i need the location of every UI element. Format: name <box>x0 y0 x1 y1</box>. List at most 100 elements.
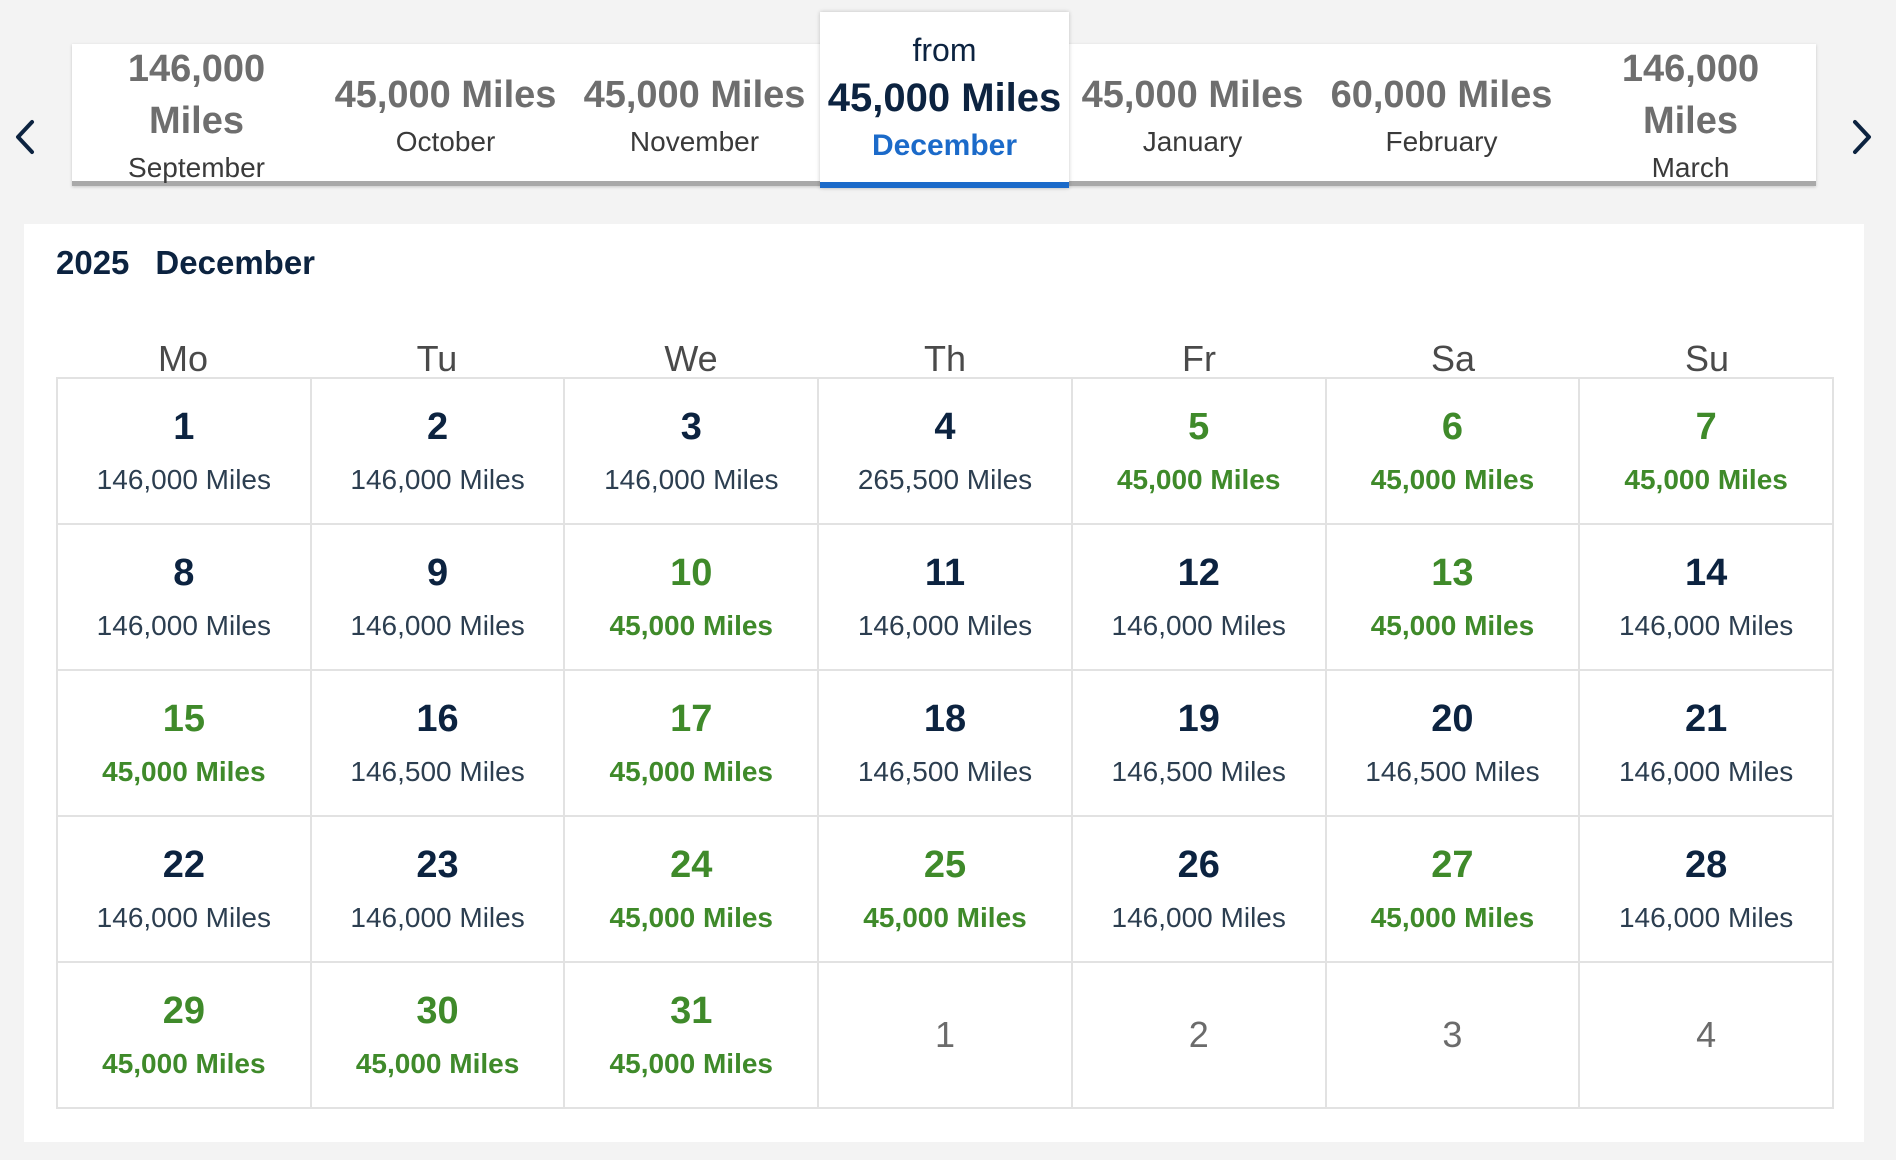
weekday-label: Mo <box>157 338 208 379</box>
calendar-day-cell[interactable]: 1 146,000 Miles <box>58 379 312 525</box>
day-number: 14 <box>1684 552 1728 594</box>
day-miles-price: 146,000 Miles <box>350 464 525 495</box>
day-number: 21 <box>1684 698 1728 740</box>
day-number: 9 <box>426 552 449 594</box>
day-number: 13 <box>1431 552 1474 594</box>
day-number: 10 <box>670 552 713 594</box>
calendar-next-month-day-cell: 2 <box>1072 963 1327 1109</box>
calendar-day-cell[interactable]: 16 146,500 Miles <box>311 671 566 817</box>
month-price: 45,000 Miles <box>1081 74 1304 116</box>
day-miles-price: 45,000 Miles <box>1116 464 1281 495</box>
month-tab-march[interactable]: 146,000 Miles March <box>1566 44 1815 186</box>
calendar-day-cell[interactable]: 20 146,500 Miles <box>1326 671 1581 817</box>
calendar-day-cell[interactable]: 19 146,500 Miles <box>1072 671 1327 817</box>
calendar-day-cell[interactable]: 7 45,000 Miles <box>1580 379 1834 525</box>
calendar-day-cell[interactable]: 27 45,000 Miles <box>1326 817 1581 963</box>
calendar-day-cell[interactable]: 30 45,000 Miles <box>311 963 566 1109</box>
day-miles-price: 146,500 Miles <box>1111 756 1286 787</box>
calendar-day-cell[interactable]: 10 45,000 Miles <box>565 525 820 671</box>
day-miles-price: 45,000 Miles <box>102 1048 266 1079</box>
calendar-day-cell[interactable]: 25 45,000 Miles <box>819 817 1073 963</box>
calendar-day-cell[interactable]: 8 146,000 Miles <box>58 525 312 671</box>
month-tab-february[interactable]: 60,000 Miles February <box>1317 44 1566 186</box>
day-miles-price: 146,000 Miles <box>96 464 272 495</box>
calendar-day-cell[interactable]: 11 146,000 Miles <box>819 525 1073 671</box>
calendar-day-cell[interactable]: 9 146,000 Miles <box>311 525 566 671</box>
day-miles-price: 146,000 Miles <box>1618 610 1794 641</box>
day-number: 8 <box>173 552 195 594</box>
day-miles-price: 146,000 Miles <box>96 610 272 641</box>
calendar-day-cell[interactable]: 17 45,000 Miles <box>565 671 820 817</box>
month-price: 146,000 Miles <box>1621 48 1760 142</box>
day-miles-price: 146,500 Miles <box>857 756 1033 787</box>
calendar-day-cell[interactable]: 2 146,000 Miles <box>311 379 566 525</box>
chevron-left-icon <box>16 120 34 154</box>
day-miles-price: 146,000 Miles <box>1111 902 1286 933</box>
calendar-header: 2025 December <box>56 244 315 282</box>
day-miles-price: 146,000 Miles <box>1618 756 1794 787</box>
month-name: January <box>1142 126 1243 157</box>
calendar-day-cell[interactable]: 29 45,000 Miles <box>58 963 312 1109</box>
day-miles-price: 45,000 Miles <box>1624 464 1788 495</box>
calendar-next-month-day-cell: 4 <box>1580 963 1834 1109</box>
weekday-label: Th <box>923 338 966 379</box>
calendar-day-cell[interactable]: 15 45,000 Miles <box>58 671 312 817</box>
day-miles-price: 146,000 Miles <box>350 610 525 641</box>
day-number: 6 <box>1441 406 1463 448</box>
day-miles-price: 45,000 Miles <box>102 756 266 787</box>
day-miles-price: 45,000 Miles <box>1370 610 1535 641</box>
calendar-day-cell[interactable]: 3 146,000 Miles <box>565 379 820 525</box>
calendar-day-cell[interactable]: 26 146,000 Miles <box>1072 817 1327 963</box>
day-number: 26 <box>1177 844 1220 886</box>
day-number: 22 <box>162 844 205 886</box>
day-number: 7 <box>1695 406 1717 448</box>
month-name: October <box>395 126 496 157</box>
day-number: 29 <box>162 990 205 1032</box>
calendar-next-month-day-cell: 3 <box>1326 963 1581 1109</box>
day-miles-price: 45,000 Miles <box>609 1048 773 1079</box>
weekday-header-row: Mo Tu We Th Fr Sa Su <box>56 324 1834 394</box>
calendar-day-cell[interactable]: 6 45,000 Miles <box>1326 379 1581 525</box>
calendar-day-cell[interactable]: 21 146,000 Miles <box>1580 671 1834 817</box>
calendar-next-month-day-cell: 1 <box>819 963 1073 1109</box>
month-price: 45,000 Miles <box>583 74 806 116</box>
calendar-day-cell[interactable]: 24 45,000 Miles <box>565 817 820 963</box>
calendar-day-cell[interactable]: 22 146,000 Miles <box>58 817 312 963</box>
day-number: 23 <box>416 844 459 886</box>
day-number: 20 <box>1431 698 1474 740</box>
previous-months-button[interactable] <box>5 112 45 162</box>
month-name: March <box>1651 152 1730 183</box>
calendar-grid: 1 146,000 Miles 2 146,000 Miles 3 146,000 Mil… <box>56 377 1834 1109</box>
day-miles-price: 146,000 Miles <box>857 610 1033 641</box>
day-miles-price: 146,500 Miles <box>350 756 525 787</box>
calendar-day-cell[interactable]: 4 265,500 Miles <box>819 379 1073 525</box>
month-tab-november[interactable]: 45,000 Miles November <box>570 44 819 186</box>
calendar-day-cell[interactable]: 18 146,500 Miles <box>819 671 1073 817</box>
month-tab-september[interactable]: 146,000 Miles September <box>72 44 321 186</box>
day-number: 12 <box>1177 552 1220 594</box>
calendar-day-cell[interactable]: 5 45,000 Miles <box>1072 379 1327 525</box>
day-number: 16 <box>416 698 459 740</box>
day-miles-price: 45,000 Miles <box>609 610 773 641</box>
weekday-label: We <box>664 338 718 379</box>
month-tab-january[interactable]: 45,000 Miles January <box>1068 44 1317 186</box>
month-tab-december-selected[interactable]: from 45,000 Miles December <box>820 12 1069 188</box>
calendar-day-cell[interactable]: 12 146,000 Miles <box>1072 525 1327 671</box>
day-miles-price: 45,000 Miles <box>1370 464 1535 495</box>
day-number: 25 <box>923 844 967 886</box>
day-number: 11 <box>924 552 966 594</box>
day-number: 2 <box>1188 1014 1209 1055</box>
calendar-day-cell[interactable]: 14 146,000 Miles <box>1580 525 1834 671</box>
calendar-day-cell[interactable]: 23 146,000 Miles <box>311 817 566 963</box>
day-number: 4 <box>934 406 956 448</box>
day-number: 27 <box>1431 844 1474 886</box>
next-months-button[interactable] <box>1842 112 1882 162</box>
day-number: 30 <box>416 990 459 1032</box>
month-tab-october[interactable]: 45,000 Miles October <box>321 44 570 186</box>
calendar-day-cell[interactable]: 28 146,000 Miles <box>1580 817 1834 963</box>
calendar-day-cell[interactable]: 31 45,000 Miles <box>565 963 820 1109</box>
day-number: 5 <box>1188 406 1210 448</box>
weekday-label: Sa <box>1430 338 1476 379</box>
day-number: 3 <box>680 406 702 448</box>
calendar-day-cell[interactable]: 13 45,000 Miles <box>1326 525 1581 671</box>
